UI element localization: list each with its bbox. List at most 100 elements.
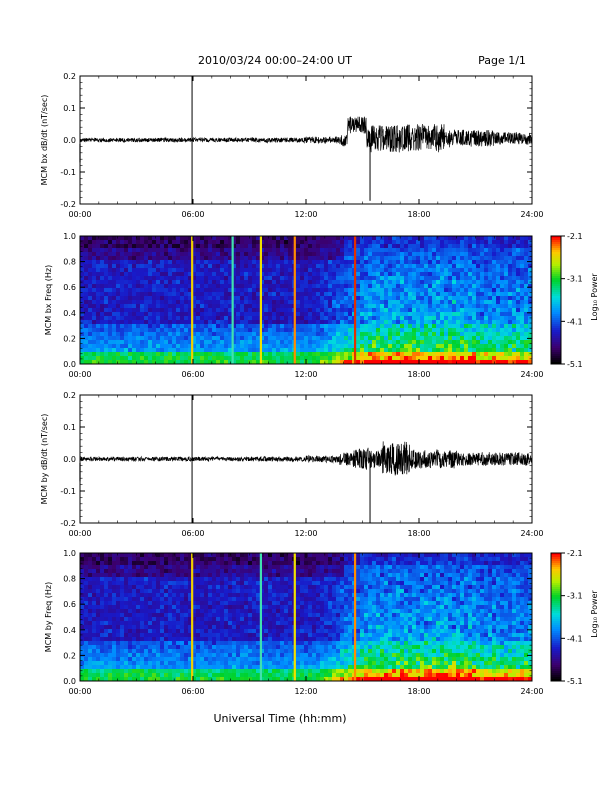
spectrogram-cell — [468, 324, 473, 329]
spectrogram-cell — [308, 348, 313, 353]
spectrogram-cell — [160, 276, 165, 281]
spectrogram-cell — [368, 260, 373, 265]
spectrogram-cell — [500, 320, 505, 325]
spectrogram-cell — [144, 260, 149, 265]
spectrogram-cell — [344, 252, 349, 257]
spectrogram-cell — [496, 316, 501, 321]
spectrogram-cell — [496, 256, 501, 261]
spectrogram-cell — [132, 240, 137, 245]
spectrogram-cell — [112, 256, 117, 261]
spectrogram-cell — [152, 304, 157, 309]
spectrogram-cell — [376, 324, 381, 329]
spectrogram-cell — [84, 589, 89, 594]
spectrogram-cell — [176, 625, 181, 630]
spectrogram-cell — [100, 609, 105, 614]
spectrogram-cell — [524, 276, 529, 281]
spectrogram-cell — [388, 288, 393, 293]
spectrogram-cell — [360, 344, 365, 349]
spectrogram-cell — [488, 244, 493, 249]
spectrogram-cell — [340, 296, 345, 301]
spectrogram-cell — [156, 661, 161, 666]
spectrogram-cell — [108, 609, 113, 614]
spectrogram-cell — [404, 280, 409, 285]
spectrogram-cell — [92, 248, 97, 253]
spectrogram-cell — [476, 340, 481, 345]
spectrogram-cell — [120, 348, 125, 353]
spectrogram-cell — [252, 356, 257, 361]
spectrogram-cell — [96, 565, 101, 570]
spectrogram-cell — [112, 637, 117, 642]
spectrogram-cell — [272, 320, 277, 325]
spectrogram-cell — [200, 264, 205, 269]
spectrogram-cell — [176, 236, 181, 241]
spectrogram-cell — [104, 280, 109, 285]
spectrogram-cell — [316, 332, 321, 337]
spectrogram-cell — [208, 356, 213, 361]
spectrogram-cell — [140, 252, 145, 257]
spectrogram-cell — [184, 340, 189, 345]
spectrogram-cell — [300, 316, 305, 321]
spectrogram-cell — [168, 300, 173, 305]
spectrogram-cell — [88, 352, 93, 357]
spectrogram-cell — [496, 280, 501, 285]
spectrogram-cell — [316, 292, 321, 297]
spectrogram-cell — [216, 320, 221, 325]
spectrogram-cell — [236, 292, 241, 297]
spectrogram-cell — [372, 360, 377, 365]
spectrogram-cell — [100, 677, 105, 682]
spectrogram-cell — [164, 248, 169, 253]
spectrogram-cell — [484, 344, 489, 349]
spectrogram-cell — [436, 328, 441, 333]
spectrogram-cell — [328, 344, 333, 349]
spectrogram-cell — [344, 284, 349, 289]
spectrogram-cell — [444, 292, 449, 297]
spectrogram-cell — [100, 280, 105, 285]
spectrogram-cell — [524, 356, 529, 361]
spectrogram-cell — [184, 284, 189, 289]
spectrogram-cell — [196, 324, 201, 329]
spectrogram-cell — [176, 653, 181, 658]
spectrogram-cell — [424, 296, 429, 301]
spectrogram-cell — [112, 669, 117, 674]
spectrogram-cell — [408, 284, 413, 289]
colorbar-segment — [551, 326, 561, 329]
spectrogram-cell — [220, 308, 225, 313]
bx-dbdt-ylabel: MCM bx dB/dt (nT/sec) — [40, 95, 49, 186]
spectrogram-cell — [268, 272, 273, 277]
spectrogram-cell — [128, 621, 133, 626]
spectrogram-cell — [464, 348, 469, 353]
spectrogram-cell — [372, 244, 377, 249]
spectrogram-cell — [156, 288, 161, 293]
spectrogram-cell — [364, 272, 369, 277]
spectrogram-cell — [504, 248, 509, 253]
spectrogram-cell — [184, 677, 189, 682]
spectrogram-cell — [100, 252, 105, 257]
spectrogram-cell — [360, 356, 365, 361]
spectrogram-cell — [488, 252, 493, 257]
spectrogram-cell — [272, 252, 277, 257]
spectrogram-broadband-line — [259, 236, 262, 364]
spectrogram-cell — [188, 653, 193, 658]
spectrogram-cell — [168, 348, 173, 353]
spectrogram-cell — [388, 304, 393, 309]
spectrogram-cell — [240, 284, 245, 289]
spectrogram-cell — [256, 264, 261, 269]
spectrogram-cell — [284, 320, 289, 325]
spectrogram-cell — [192, 236, 197, 241]
spectrogram-cell — [456, 244, 461, 249]
spectrogram-cell — [80, 316, 85, 321]
spectrogram-cell — [136, 645, 141, 650]
spectrogram-cell — [148, 677, 153, 682]
spectrogram-cell — [264, 332, 269, 337]
spectrogram-cell — [436, 332, 441, 337]
spectrogram-cell — [88, 236, 93, 241]
spectrogram-cell — [504, 360, 509, 365]
spectrogram-cell — [456, 252, 461, 257]
spectrogram-cell — [96, 609, 101, 614]
spectrogram-cell — [232, 248, 237, 253]
spectrogram-cell — [236, 300, 241, 305]
spectrogram-cell — [208, 296, 213, 301]
spectrogram-cell — [192, 328, 197, 333]
spectrogram-cell — [444, 240, 449, 245]
spectrogram-cell — [132, 557, 137, 562]
